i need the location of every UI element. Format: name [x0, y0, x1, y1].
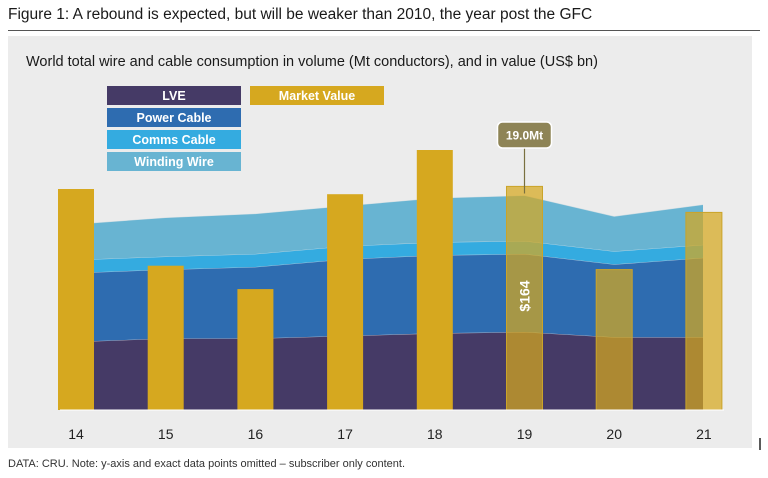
x-axis-ticks: 14 15 16 17 18 19 20 21 [68, 426, 712, 442]
title-divider [8, 30, 760, 31]
x-tick-label: 20 [606, 426, 622, 442]
market-value-bars [58, 150, 723, 411]
legend-label-power-cable: Power Cable [136, 111, 211, 125]
legend: LVE Market Value Power Cable Comms Cable Win… [107, 86, 384, 171]
x-tick-label: 16 [248, 426, 264, 442]
x-tick-label: 18 [427, 426, 443, 442]
x-tick-label: 15 [158, 426, 174, 442]
bar-market-value-17 [327, 194, 364, 410]
area-winding-wire [94, 195, 703, 260]
legend-swatch-winding-wire [107, 152, 241, 171]
legend-label-winding-wire: Winding Wire [134, 155, 214, 169]
legend-swatch-market-value [250, 86, 384, 105]
bar-market-value-15 [147, 265, 184, 410]
area-edge-winding-wire [93, 195, 704, 224]
source-note: DATA: CRU. Note: y-axis and exact data p… [8, 458, 405, 470]
legend-label-comms-cable: Comms Cable [132, 133, 215, 147]
bar-market-value-14 [58, 189, 94, 410]
callout-label: 19.0Mt [506, 129, 543, 143]
x-tick-label: 19 [517, 426, 533, 442]
bar-market-value-16 [237, 289, 274, 410]
legend-label-lve: LVE [162, 89, 185, 103]
legend-swatch-comms-cable [107, 130, 241, 149]
legend-swatch-lve [107, 86, 241, 105]
area-comms-cable [94, 241, 703, 273]
legend-label-market-value: Market Value [279, 89, 355, 103]
x-tick-label: 14 [68, 426, 84, 442]
chart-title: World total wire and cable consumption i… [26, 54, 598, 70]
annotations: 19.0Mt $164 [496, 121, 553, 312]
bar-market-value-20 [595, 269, 633, 411]
bar-market-value-21 [685, 211, 723, 411]
legend-swatch-power-cable [107, 108, 241, 127]
callout-box [496, 121, 553, 149]
bar-market-value-18 [416, 150, 453, 410]
figure-title: Figure 1: A rebound is expected, but wil… [8, 6, 593, 23]
bar-value-label: $164 [517, 280, 533, 311]
bar-market-value-19 [506, 185, 543, 411]
x-tick-label: 17 [337, 426, 353, 442]
x-tick-label: 21 [696, 426, 712, 442]
